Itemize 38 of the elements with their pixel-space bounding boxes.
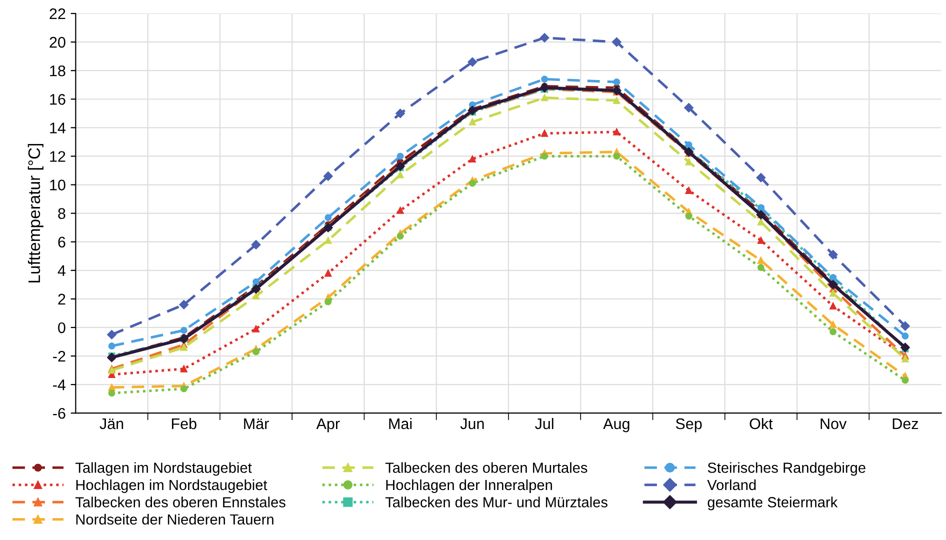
y-tick-label: 2 (58, 294, 66, 304)
legend-label: Tallagen im Nordstaugebiet (75, 462, 252, 476)
x-tick-label: Aug (603, 418, 630, 432)
y-axis-title: Lufttemperatur [°C] (28, 144, 44, 282)
legend-label: Hochlagen der Inneralpen (386, 479, 552, 494)
legend-label: Talbecken des oberen Murtales (385, 462, 588, 473)
y-tick-label: 4 (58, 265, 66, 276)
y-tick-label: 12 (50, 151, 66, 162)
legend-label: Talbecken des oberen Ennstales (75, 496, 286, 508)
y-tick-label: 18 (50, 65, 66, 76)
x-tick-label: Nov (820, 418, 847, 430)
y-tick-label: 14 (50, 122, 66, 134)
legend-label: Hochlagen im Nordstaugebiet (76, 479, 268, 494)
x-tick-label: Mär (244, 418, 269, 430)
legend-label: gesamte Steiermark (708, 496, 838, 510)
legend-label: Vorland (707, 479, 756, 490)
legend-label: Steirisches Randgebirge (708, 462, 866, 476)
y-tick-label: -4 (53, 380, 66, 390)
x-tick-label: Jun (460, 418, 484, 430)
x-tick-label: Jul (535, 418, 554, 430)
x-tick-label: Feb (172, 418, 196, 430)
x-tick-label: Sep (676, 418, 702, 432)
y-tick-label: -6 (53, 408, 66, 419)
y-tick-label: 0 (58, 322, 66, 334)
y-tick-label: 22 (50, 8, 66, 20)
legend-label: Nordseite der Niederen Tauern (76, 514, 274, 525)
x-tick-label: Apr (316, 418, 340, 432)
y-tick-label: -2 (53, 350, 66, 362)
y-tick-label: 16 (50, 94, 66, 105)
y-tick-label: 8 (58, 208, 66, 219)
y-tick-label: 20 (50, 36, 66, 48)
x-tick-label: Mai (389, 418, 412, 430)
y-tick-label: 6 (58, 236, 66, 248)
y-tick-label: 10 (50, 180, 66, 190)
x-tick-label: Okt (750, 418, 773, 430)
x-tick-label: Jän (100, 418, 124, 430)
legend-label: Talbecken des Mur- und Mürztales (385, 496, 608, 508)
x-tick-label: Dez (892, 418, 918, 430)
